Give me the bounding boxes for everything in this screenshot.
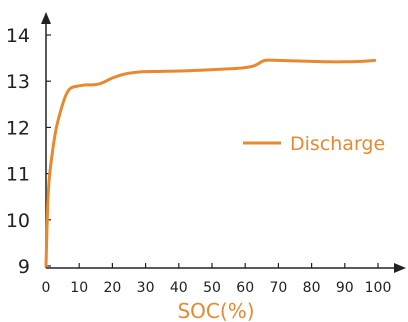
x-tick-label: 100 [365, 280, 392, 296]
legend: Discharge [243, 133, 385, 155]
y-axis-arrow [41, 12, 51, 24]
y-tick-label: 14 [6, 25, 30, 47]
y-tick-labels: 9 10 11 12 13 14 [6, 25, 51, 278]
x-tick-label: 70 [269, 280, 287, 296]
y-tick-label: 13 [6, 71, 30, 93]
x-tick-label: 80 [303, 280, 321, 296]
x-tick-label: 60 [236, 280, 254, 296]
x-tick-label: 40 [170, 280, 188, 296]
y-tick-label: 9 [18, 256, 30, 278]
series-line-discharge [44, 58, 377, 268]
x-tick-label: 50 [203, 280, 221, 296]
x-tick-label: 30 [137, 280, 155, 296]
y-tick-label: 10 [6, 210, 30, 232]
x-axis-label: SOC(%) [177, 299, 254, 322]
x-axis-arrow [394, 263, 406, 273]
x-tick-labels: 0 10 20 30 40 50 60 70 80 90 100 [42, 263, 392, 296]
legend-label-discharge: Discharge [290, 133, 385, 155]
series-layer [44, 58, 377, 268]
x-tick-label: 10 [70, 280, 88, 296]
x-tick-label: 20 [103, 280, 121, 296]
y-tick-label: 11 [6, 164, 30, 186]
y-tick-label: 12 [6, 117, 30, 139]
x-tick-label: 0 [42, 280, 51, 296]
x-tick-label: 90 [336, 280, 354, 296]
